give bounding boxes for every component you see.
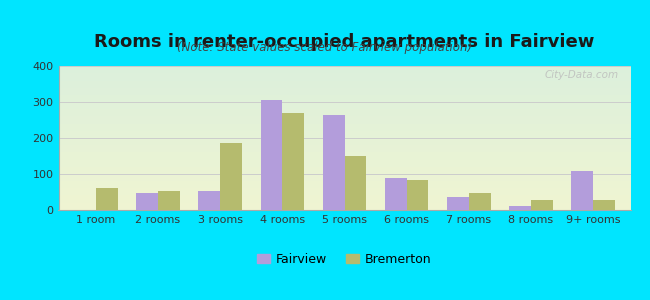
- Bar: [531, 200, 552, 210]
- Bar: [385, 178, 407, 210]
- Bar: [469, 193, 491, 210]
- Bar: [220, 143, 242, 210]
- Bar: [344, 156, 366, 210]
- Title: Rooms in renter-occupied apartments in Fairview: Rooms in renter-occupied apartments in F…: [94, 33, 595, 51]
- Text: City-Data.com: City-Data.com: [545, 70, 619, 80]
- Bar: [593, 200, 615, 210]
- Bar: [158, 191, 180, 210]
- Legend: Fairview, Bremerton: Fairview, Bremerton: [252, 248, 437, 271]
- Text: (Note: State values scaled to Fairview population): (Note: State values scaled to Fairview p…: [177, 40, 473, 53]
- Bar: [282, 113, 304, 210]
- Bar: [571, 172, 593, 210]
- Bar: [96, 188, 118, 210]
- Bar: [447, 197, 469, 210]
- Bar: [198, 191, 220, 210]
- Bar: [407, 180, 428, 210]
- Bar: [323, 115, 345, 210]
- Bar: [136, 193, 158, 210]
- Bar: [509, 206, 531, 210]
- Bar: [261, 100, 282, 210]
